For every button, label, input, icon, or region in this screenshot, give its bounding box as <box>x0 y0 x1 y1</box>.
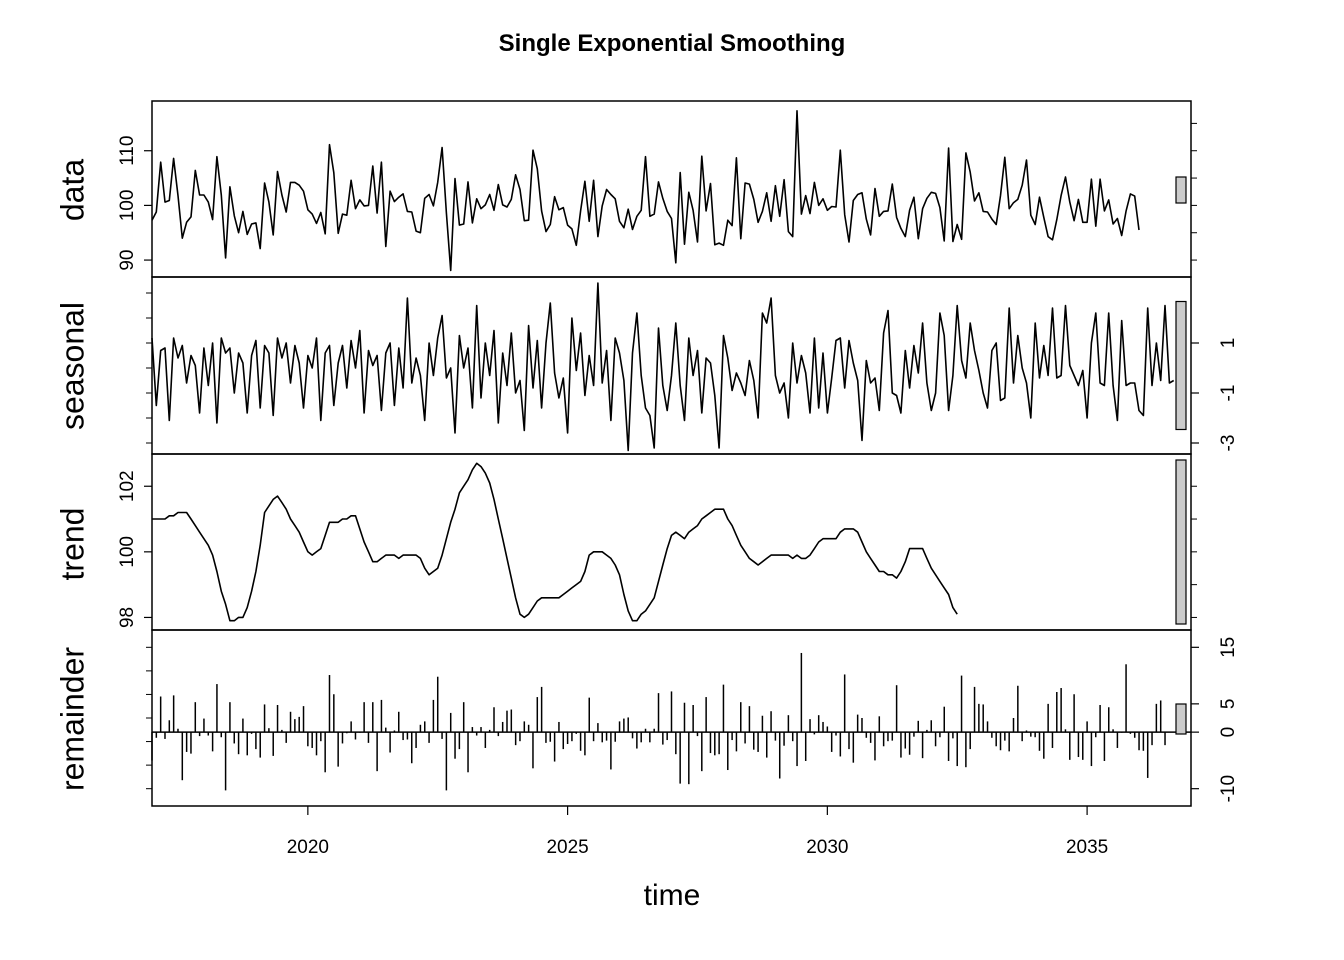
panel-label-trend: trend <box>54 508 90 581</box>
y-tick-label-trend: 100 <box>117 536 138 568</box>
y-tick-label-data: 110 <box>117 136 138 166</box>
panel-frame-data <box>151 100 1192 278</box>
scale-bar-remainder <box>1175 703 1187 735</box>
panel-trend: trend 98 100 102 <box>54 453 1197 631</box>
y-tick-label-seasonal: -1 <box>1218 385 1239 402</box>
y-tick-label-remainder: -10 <box>1218 775 1239 802</box>
y-tick-label-seasonal: -3 <box>1218 435 1239 452</box>
y-tick-label-seasonal: 1 <box>1218 338 1239 349</box>
y-tick-label-data: 100 <box>117 190 138 222</box>
y-tick-label-trend: 102 <box>117 470 138 502</box>
y-tick-label-remainder: 5 <box>1218 699 1239 710</box>
series-line-trend <box>152 462 958 622</box>
panel-data: data 90 100 110 <box>54 100 1197 278</box>
panels-group: data 90 100 110 seasonal -3 -1 1 trend 98 100 102 re… <box>54 100 1239 807</box>
panel-label-data: data <box>54 159 90 221</box>
x-axis-title: time <box>644 879 701 912</box>
panel-seasonal: seasonal -3 -1 1 <box>54 276 1239 455</box>
series-line-seasonal <box>151 282 1175 452</box>
scale-bar-trend <box>1175 459 1187 625</box>
x-axis: 2020 2025 2030 2035 <box>287 806 1108 858</box>
x-tick-label: 2025 <box>546 837 588 858</box>
y-tick-label-remainder: 0 <box>1218 727 1239 738</box>
panel-label-seasonal: seasonal <box>54 302 90 430</box>
y-tick-label-remainder: 15 <box>1218 637 1239 658</box>
scale-bar-data <box>1175 176 1187 204</box>
x-tick-label: 2035 <box>1066 837 1108 858</box>
x-tick-label: 2020 <box>287 837 329 858</box>
x-tick-label: 2030 <box>806 837 848 858</box>
panel-label-remainder: remainder <box>54 647 90 791</box>
y-tick-label-trend: 98 <box>117 607 138 628</box>
panel-remainder: remainder -10 0 5 15 <box>54 629 1239 807</box>
y-tick-label-data: 90 <box>117 249 138 270</box>
scale-bar-seasonal <box>1175 300 1187 431</box>
series-line-data <box>151 110 1140 272</box>
chart-title: Single Exponential Smoothing <box>499 30 846 57</box>
panel-frame-trend <box>151 453 1192 631</box>
